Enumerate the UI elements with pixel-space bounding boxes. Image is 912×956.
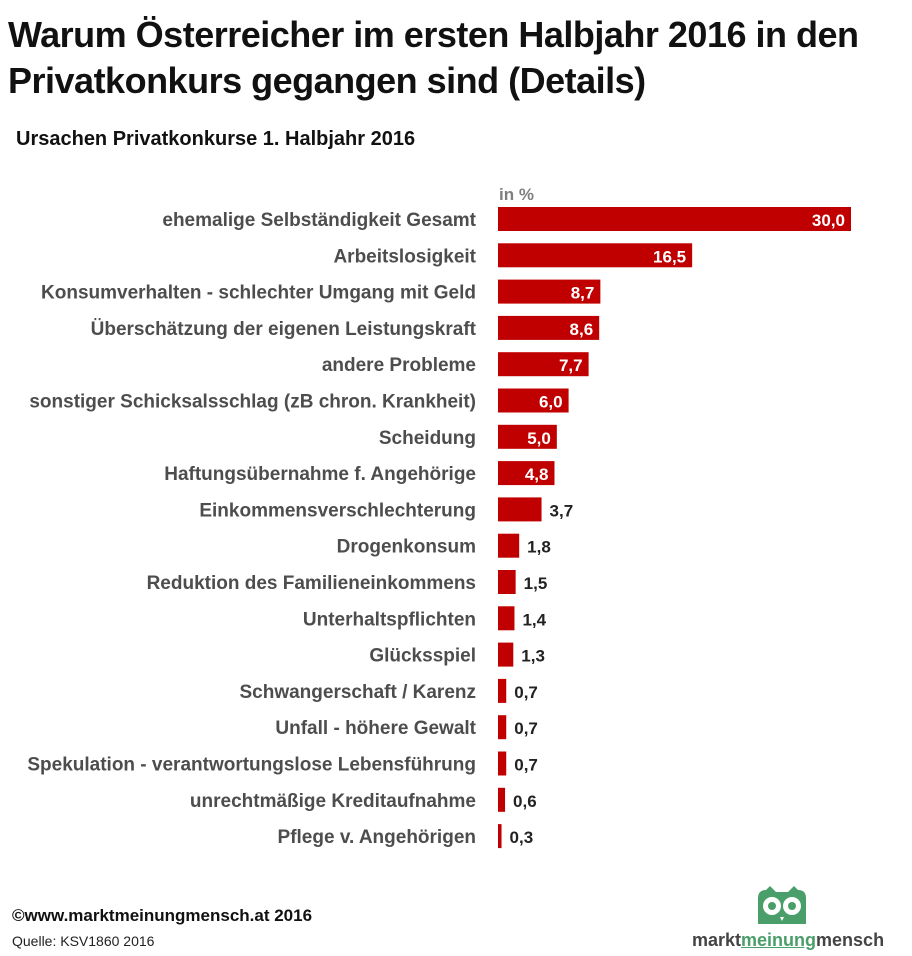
- bar: [498, 642, 514, 667]
- category-label: Schwangerschaft / Karenz: [239, 682, 476, 703]
- value-label: 30,0: [812, 211, 845, 230]
- owl-icon: [758, 886, 806, 924]
- value-label: 3,7: [550, 501, 574, 520]
- bar: [498, 533, 520, 558]
- bar: [498, 424, 557, 449]
- category-label: ehemalige Selbständigkeit Gesamt: [162, 210, 476, 231]
- bar: [498, 315, 600, 340]
- bar: [498, 388, 569, 413]
- category-label: Einkommensverschlechterung: [199, 500, 476, 521]
- category-label: Drogenkonsum: [337, 537, 476, 558]
- copyright-text: ©www.marktmeinungmensch.at 2016: [12, 906, 313, 925]
- bar: [498, 352, 589, 377]
- value-label: 4,8: [525, 465, 549, 484]
- category-label: Spekulation - verantwortungslose Lebensf…: [27, 755, 476, 776]
- unit-label: in %: [499, 185, 534, 204]
- logo-text: marktmeinungmensch: [692, 930, 884, 951]
- bar: [498, 715, 507, 740]
- brand-logo: marktmeinungmensch: [692, 884, 904, 954]
- logo-text-mensch: mensch: [816, 930, 885, 950]
- bar: [498, 570, 516, 594]
- category-label: Pflege v. Angehörigen: [278, 827, 476, 848]
- chart-subtitle: Ursachen Privatkonkurse 1. Halbjahr 2016: [16, 128, 416, 150]
- category-label: Haftungsübernahme f. Angehörige: [164, 464, 476, 485]
- bar-chart: in % ehemalige Selbständigkeit Gesamt 30,…: [27, 185, 851, 849]
- category-label: Überschätzung der eigenen Leistungskraft: [91, 319, 477, 340]
- category-label: Scheidung: [379, 428, 476, 449]
- category-label: Reduktion des Familieneinkommens: [147, 573, 476, 594]
- category-label: Unfall - höhere Gewalt: [275, 718, 476, 739]
- value-label: 1,4: [522, 610, 546, 629]
- bar: [498, 606, 515, 631]
- bar: [498, 279, 601, 304]
- value-label: 16,5: [653, 247, 686, 266]
- bar: [498, 243, 693, 268]
- value-label: 0,7: [514, 756, 538, 775]
- bar: [498, 751, 507, 776]
- value-label: 6,0: [539, 393, 563, 412]
- logo-text-markt: markt: [692, 930, 742, 950]
- bar: [498, 497, 542, 522]
- category-label: sonstiger Schicksalsschlag (zB chron. Kr…: [29, 392, 476, 413]
- value-label: 1,3: [521, 647, 545, 666]
- value-label: 5,0: [527, 429, 551, 448]
- value-label: 1,5: [524, 574, 548, 593]
- value-label: 0,7: [514, 683, 538, 702]
- category-label: Unterhaltspflichten: [303, 609, 476, 630]
- bar: [498, 824, 502, 849]
- category-label: Arbeitslosigkeit: [333, 246, 476, 267]
- value-label: 7,7: [559, 356, 583, 375]
- source-text: Quelle: KSV1860 2016: [12, 933, 155, 949]
- bar: [498, 787, 506, 812]
- value-label: 8,6: [570, 320, 594, 339]
- value-label: 0,7: [514, 719, 538, 738]
- value-label: 1,8: [527, 538, 551, 557]
- bar: [498, 678, 507, 703]
- value-label: 8,7: [571, 284, 595, 303]
- category-label: andere Probleme: [322, 355, 476, 376]
- chart-title: Warum Österreicher im ersten Halbjahr 20…: [8, 14, 859, 101]
- bar: [498, 461, 555, 486]
- bar: [498, 207, 851, 231]
- logo-text-meinung: meinung: [741, 930, 817, 950]
- value-label: 0,3: [510, 828, 534, 847]
- category-label: Glücksspiel: [369, 646, 476, 667]
- category-label: unrechtmäßige Kreditaufnahme: [190, 791, 476, 812]
- category-label: Konsumverhalten - schlechter Umgang mit …: [41, 283, 476, 304]
- value-label: 0,6: [513, 792, 537, 811]
